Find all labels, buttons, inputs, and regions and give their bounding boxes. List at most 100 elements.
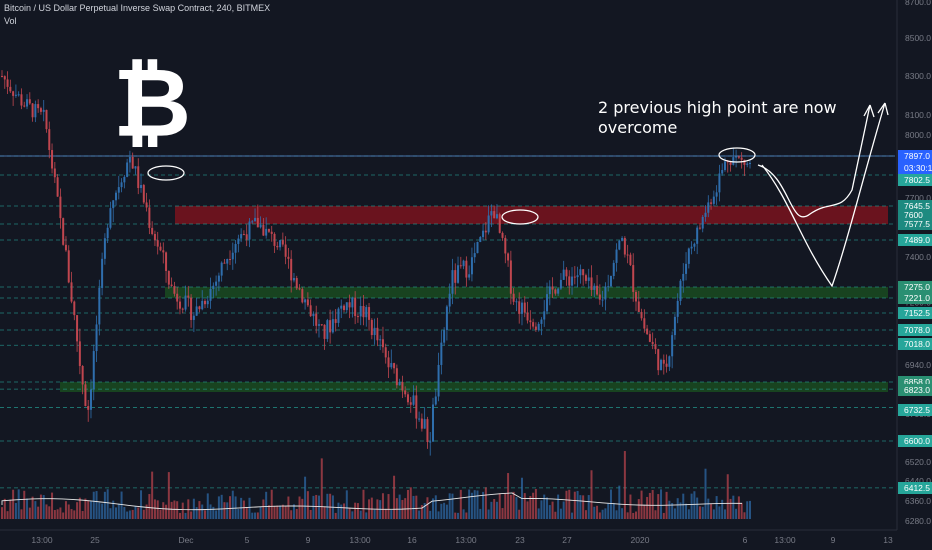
volume-bar (735, 508, 738, 519)
volume-bar (465, 512, 468, 519)
volume-bar (112, 500, 115, 519)
volume-bar (582, 495, 585, 519)
volume-bar (448, 493, 451, 519)
volume-bar (604, 508, 607, 519)
volume-bar (145, 504, 148, 519)
price-tag-label: 7645.5 (904, 201, 930, 211)
price-tag-label: 7018.0 (904, 339, 930, 349)
volume-bar (621, 508, 624, 519)
candle-body (251, 221, 254, 223)
volume-bar (671, 503, 674, 519)
candle-body (429, 441, 432, 443)
candle-body (398, 381, 401, 386)
candle-body (370, 319, 373, 336)
volume-bar (626, 512, 629, 519)
volume-bar (712, 509, 715, 519)
volume-bar (128, 510, 131, 519)
candle-body (42, 109, 45, 112)
volume-bar (301, 498, 304, 519)
volume-bar (334, 512, 337, 519)
price-tag-box (898, 174, 932, 186)
volume-bar (370, 497, 373, 519)
volume-bar (45, 504, 48, 519)
bitcoin-logo: ₿ (113, 47, 191, 159)
volume-bar (618, 485, 621, 519)
volume-bar (440, 503, 443, 519)
candle-body (270, 231, 273, 234)
volume-bar (317, 495, 320, 519)
candle-body (381, 339, 384, 348)
volume-bar (267, 505, 270, 519)
candle-body (701, 216, 704, 229)
volume-bar (384, 508, 387, 519)
candle-body (651, 341, 654, 345)
zones-layer (60, 206, 888, 392)
volume-bar (729, 498, 732, 519)
candle-body (676, 300, 679, 317)
volume-bar (637, 499, 640, 519)
x-tick-label: 5 (245, 535, 250, 545)
candle-body (601, 299, 604, 301)
volume-bar (509, 494, 512, 519)
y-tick-label: 6520.0 (905, 457, 931, 467)
volume-bar (12, 489, 15, 519)
candle-body (56, 177, 59, 197)
volume-indicator-label[interactable]: Vol (4, 16, 17, 26)
volume-bar (329, 493, 332, 519)
volume-bar (576, 490, 579, 519)
x-tick-label: Dec (178, 535, 194, 545)
candle-body (729, 162, 732, 165)
candle-body (726, 161, 729, 163)
y-tick-label: 8000.0 (905, 130, 931, 140)
volume-bar (348, 507, 351, 519)
volume-bar (126, 511, 129, 519)
x-tick-label: 9 (831, 535, 836, 545)
volume-bar (73, 510, 76, 519)
price-tag-label: 7078.0 (904, 325, 930, 335)
candle-body (732, 157, 735, 165)
price-tag-label: 7600 (904, 210, 923, 220)
candle-body (87, 406, 90, 410)
volume-bar (142, 509, 145, 519)
candle-body (443, 330, 446, 343)
volume-bar (262, 499, 265, 519)
candle-body (45, 109, 48, 130)
candle-body (101, 258, 104, 288)
volume-bar (1, 507, 3, 519)
candle-body (17, 94, 20, 96)
candle-body (351, 297, 354, 308)
volume-bar (429, 510, 432, 519)
volume-bar (251, 512, 254, 519)
volume-bar (148, 494, 151, 519)
volume-bar (212, 506, 215, 519)
candle-body (420, 418, 423, 429)
volume-bar (737, 496, 740, 519)
volume-bar (534, 489, 537, 519)
volume-bar (718, 506, 721, 519)
volume-bar (351, 511, 354, 519)
volume-bar (59, 507, 62, 519)
symbol-title[interactable]: Bitcoin / US Dollar Perpetual Inverse Sw… (4, 3, 271, 13)
volume-bar (704, 468, 707, 519)
volume-bar (515, 497, 518, 519)
volume-bar (201, 504, 204, 519)
candle-body (81, 365, 84, 385)
volume-bar (176, 501, 179, 519)
candle-body (646, 328, 649, 335)
candle-body (582, 269, 585, 276)
volume-bar (156, 500, 159, 519)
candle-body (354, 297, 357, 317)
volume-bar (343, 503, 346, 519)
annotation-text[interactable]: 2 previous high point are now overcome (598, 98, 837, 137)
drawings-layer (147, 102, 889, 288)
candle-body (621, 237, 624, 241)
volume-bar (381, 493, 384, 519)
candle-body (565, 269, 568, 277)
volume-bar (337, 502, 340, 519)
y-tick-label: 6360.0 (905, 496, 931, 506)
candle-body (440, 342, 443, 365)
candle-body (6, 79, 9, 87)
volume-bar (546, 497, 549, 519)
candle-body (92, 351, 95, 390)
